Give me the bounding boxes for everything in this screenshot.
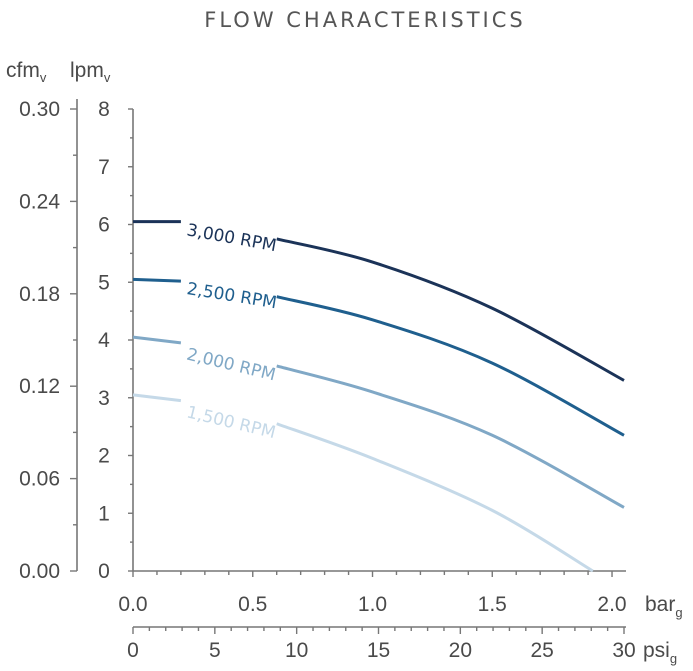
bar-tick-label: 1.5 xyxy=(478,593,507,616)
series-label: 2,000 RPM xyxy=(185,345,278,386)
bar-tick-label: 0.5 xyxy=(238,593,267,616)
psi-tick-label: 30 xyxy=(612,639,635,662)
cfm-tick-label: 0.18 xyxy=(19,283,60,306)
lpm-tick-label: 8 xyxy=(98,98,110,121)
series-line xyxy=(276,422,594,573)
psi-tick-label: 15 xyxy=(367,639,390,662)
lpm-tick-label: 7 xyxy=(98,156,110,179)
lpm-tick-label: 2 xyxy=(98,445,110,468)
bar-axis-label: barg xyxy=(645,593,683,620)
cfm-axis-label: cfmv xyxy=(6,59,47,85)
bar-tick-label: 1.0 xyxy=(358,593,387,616)
bar-tick-label: 0.0 xyxy=(118,593,147,616)
cfm-tick-label: 0.00 xyxy=(19,560,60,583)
lpm-tick-label: 1 xyxy=(98,502,110,525)
series-line-start xyxy=(132,393,182,403)
cfm-tick-label: 0.12 xyxy=(19,375,60,398)
lpm-tick-label: 4 xyxy=(98,329,110,352)
psi-tick-label: 5 xyxy=(209,639,221,662)
series-label: 2,500 RPM xyxy=(185,279,278,313)
series-label: 3,000 RPM xyxy=(185,220,278,256)
lpm-tick-label: 3 xyxy=(98,387,110,410)
series-line-start xyxy=(132,335,182,345)
axes: 0 1 2 3 4 5 6 7 8 0.00 0.06 0.12 0.18 0.24 0.30 0.0 0.5 1… xyxy=(19,98,636,662)
series-line xyxy=(276,295,625,437)
series-group: 3,000 RPM 2,500 RPM 2,000 RPM 1,500 RPM xyxy=(132,220,625,573)
series-line xyxy=(276,237,625,382)
lpm-tick-label: 0 xyxy=(98,560,110,583)
series-label: 1,500 RPM xyxy=(185,402,278,443)
cfm-tick-label: 0.24 xyxy=(19,190,60,213)
series-line-start xyxy=(132,277,181,283)
lpm-tick-label: 5 xyxy=(98,271,110,294)
psi-tick-label: 10 xyxy=(285,639,308,662)
psi-axis-label: psig xyxy=(643,639,677,666)
series-line xyxy=(276,364,625,509)
lpm-tick-label: 6 xyxy=(98,214,110,237)
psi-tick-label: 20 xyxy=(449,639,472,662)
lpm-axis-label: lpmv xyxy=(70,59,111,85)
bar-tick-label: 2.0 xyxy=(597,593,626,616)
cfm-tick-label: 0.06 xyxy=(19,468,60,491)
psi-tick-label: 25 xyxy=(530,639,553,662)
cfm-tick-label: 0.30 xyxy=(19,98,60,121)
chart-title: FLOW CHARACTERISTICS xyxy=(204,8,525,32)
psi-tick-label: 0 xyxy=(127,639,139,662)
